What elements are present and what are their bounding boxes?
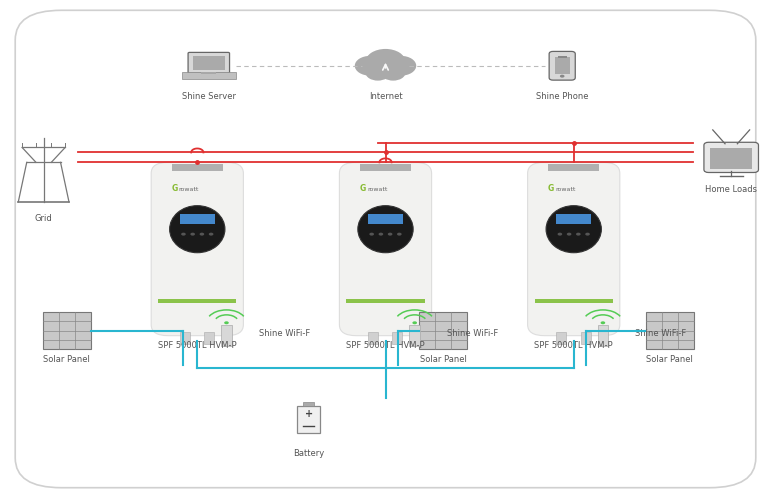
- FancyBboxPatch shape: [704, 142, 759, 172]
- Bar: [180, 332, 190, 344]
- Circle shape: [200, 233, 204, 236]
- Text: Shine WiFi-F: Shine WiFi-F: [259, 329, 310, 338]
- Bar: [172, 164, 223, 171]
- Bar: [360, 164, 411, 171]
- Text: rowatt: rowatt: [367, 187, 388, 192]
- Text: Solar Panel: Solar Panel: [43, 356, 90, 365]
- Bar: [221, 325, 232, 346]
- Circle shape: [379, 233, 383, 236]
- Bar: [598, 325, 608, 346]
- FancyBboxPatch shape: [339, 162, 432, 336]
- Text: SPF 5000TL HVM-P: SPF 5000TL HVM-P: [534, 341, 613, 350]
- Circle shape: [190, 233, 195, 236]
- Text: SPF 5000TL HVM-P: SPF 5000TL HVM-P: [346, 341, 425, 350]
- Text: rowatt: rowatt: [555, 187, 576, 192]
- Text: Shine Phone: Shine Phone: [536, 92, 588, 101]
- Bar: [201, 72, 217, 74]
- Bar: [710, 148, 752, 168]
- Circle shape: [224, 321, 229, 324]
- Ellipse shape: [546, 206, 601, 252]
- Text: Shine Server: Shine Server: [182, 92, 236, 101]
- Circle shape: [355, 56, 386, 76]
- Circle shape: [397, 233, 402, 236]
- Circle shape: [369, 233, 374, 236]
- Bar: [193, 56, 225, 70]
- Circle shape: [412, 321, 417, 324]
- Bar: [182, 72, 236, 79]
- Text: Shine WiFi-F: Shine WiFi-F: [635, 329, 686, 338]
- Circle shape: [585, 233, 590, 236]
- Bar: [297, 406, 320, 433]
- Circle shape: [365, 49, 406, 75]
- Bar: [419, 312, 467, 349]
- Bar: [368, 214, 403, 224]
- Bar: [548, 164, 599, 171]
- FancyBboxPatch shape: [527, 162, 620, 336]
- Bar: [304, 402, 314, 406]
- Ellipse shape: [358, 206, 413, 252]
- Text: Internet: Internet: [369, 92, 402, 101]
- Bar: [368, 332, 378, 344]
- Text: Home Loads: Home Loads: [705, 185, 757, 194]
- FancyBboxPatch shape: [549, 51, 575, 80]
- Circle shape: [388, 233, 392, 236]
- Bar: [556, 332, 566, 344]
- Text: G: G: [547, 184, 554, 193]
- FancyBboxPatch shape: [151, 162, 244, 336]
- Circle shape: [381, 65, 406, 81]
- Circle shape: [576, 233, 581, 236]
- Text: Grid: Grid: [35, 214, 52, 223]
- Circle shape: [365, 65, 390, 81]
- Circle shape: [181, 233, 186, 236]
- Ellipse shape: [170, 206, 225, 252]
- Circle shape: [557, 233, 562, 236]
- Bar: [346, 298, 425, 303]
- Text: Solar Panel: Solar Panel: [646, 356, 693, 365]
- Bar: [204, 332, 214, 344]
- Circle shape: [209, 233, 214, 236]
- FancyBboxPatch shape: [15, 10, 756, 488]
- Circle shape: [386, 56, 416, 76]
- Circle shape: [567, 233, 571, 236]
- Text: Solar Panel: Solar Panel: [419, 356, 466, 365]
- Bar: [158, 298, 237, 303]
- Bar: [43, 312, 90, 349]
- Text: G: G: [359, 184, 365, 193]
- Text: Shine WiFi-F: Shine WiFi-F: [447, 329, 498, 338]
- Circle shape: [560, 75, 564, 78]
- Text: G: G: [171, 184, 177, 193]
- Text: +: +: [305, 409, 313, 419]
- FancyBboxPatch shape: [188, 52, 230, 73]
- Bar: [392, 332, 402, 344]
- Text: SPF 5000TL HVM-P: SPF 5000TL HVM-P: [158, 341, 237, 350]
- Bar: [646, 312, 694, 349]
- Bar: [557, 56, 567, 58]
- Bar: [581, 332, 591, 344]
- Bar: [409, 325, 420, 346]
- Bar: [556, 214, 591, 224]
- Text: rowatt: rowatt: [179, 187, 199, 192]
- Bar: [534, 298, 613, 303]
- Bar: [554, 57, 570, 74]
- Bar: [180, 214, 215, 224]
- Circle shape: [601, 321, 605, 324]
- Text: Battery: Battery: [293, 449, 325, 458]
